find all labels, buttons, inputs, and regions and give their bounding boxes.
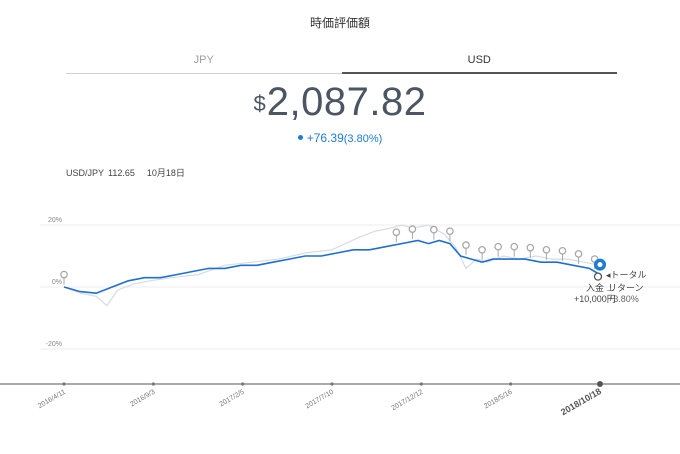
valuation-number: 2,087.82 xyxy=(266,80,427,124)
x-tick-dot xyxy=(597,381,603,387)
x-tick-label: 2018/10/18 xyxy=(559,386,603,417)
x-tick-label: 2017/12/12 xyxy=(390,389,424,413)
marker-pin-icon xyxy=(392,228,401,237)
fx-date: 10月18日 xyxy=(146,168,185,178)
valuation-change: +76.39(3.80%) xyxy=(0,131,680,145)
main-series-line xyxy=(63,239,601,295)
marker-pin-icon xyxy=(542,245,551,254)
marker-pin-icon xyxy=(478,245,486,254)
x-tick-dot xyxy=(62,382,66,386)
y-tick-label: 20% xyxy=(48,217,62,224)
marker-pin-icon xyxy=(462,241,470,249)
marker-pin-icon xyxy=(429,225,438,234)
marker-pin-icon xyxy=(60,270,68,279)
tab-usd[interactable]: USD xyxy=(341,50,617,74)
page-title: 時価評価額 xyxy=(309,16,370,30)
deposit-label: 入金 ⊥ xyxy=(586,282,615,293)
change-dot-icon xyxy=(297,135,303,140)
marker-pin-icon xyxy=(510,242,519,251)
change-percent: (3.80%) xyxy=(343,133,383,145)
marker-pin-icon xyxy=(526,243,535,252)
fx-rate: USD/JPY 112.65 10月18日 xyxy=(66,166,189,179)
y-tick-label: 0% xyxy=(52,279,62,286)
currency-symbol: $ xyxy=(253,91,266,116)
marker-pin-icon xyxy=(446,227,454,236)
x-tick-label: 2016/4/11 xyxy=(37,389,67,410)
total-return-label-1: ◂トータル xyxy=(606,270,647,280)
x-tick-dot xyxy=(241,382,245,386)
tab-jpy[interactable]: JPY xyxy=(66,50,342,74)
deposit-pin-icon xyxy=(593,272,603,281)
y-tick-label: -20% xyxy=(46,341,62,348)
x-tick-dot xyxy=(509,382,513,386)
marker-pin-icon xyxy=(574,250,583,258)
marker-pin-icon xyxy=(408,225,417,233)
x-tick-dot xyxy=(151,382,155,386)
fx-label: USD/JPY xyxy=(66,168,105,178)
x-tick-label: 2016/9/3 xyxy=(129,389,156,409)
current-position-pin-center xyxy=(597,262,603,268)
marker-pin-icon xyxy=(494,242,503,251)
currency-tabs: JPY USD xyxy=(66,50,617,74)
x-tick-dot xyxy=(330,382,334,386)
valuation-amount: $2,087.82 xyxy=(0,80,680,125)
change-amount: +76.39 xyxy=(306,131,344,145)
fx-value: 112.65 xyxy=(108,168,135,178)
x-tick-label: 2017/7/10 xyxy=(305,389,336,411)
x-tick-label: 2017/2/5 xyxy=(219,389,246,409)
total-return-label-2: リターン xyxy=(608,283,644,293)
total-return-value: +3.80% xyxy=(608,294,639,304)
x-tick-label: 2018/5/16 xyxy=(483,389,514,411)
x-tick-dot xyxy=(419,382,423,386)
benchmark-series-line xyxy=(63,224,601,307)
deposit-amount: +10,000円 xyxy=(574,294,616,304)
marker-pin-icon xyxy=(558,246,567,255)
